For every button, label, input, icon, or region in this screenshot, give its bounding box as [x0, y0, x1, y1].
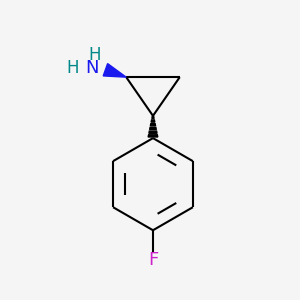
- Polygon shape: [149, 131, 157, 133]
- Polygon shape: [150, 124, 156, 126]
- Text: H: H: [67, 59, 79, 77]
- Text: F: F: [148, 251, 158, 269]
- Polygon shape: [103, 64, 126, 77]
- Polygon shape: [152, 116, 154, 119]
- Text: N: N: [85, 59, 99, 77]
- Polygon shape: [151, 120, 155, 122]
- Text: H: H: [89, 46, 101, 64]
- Polygon shape: [148, 135, 158, 137]
- Polygon shape: [150, 127, 156, 130]
